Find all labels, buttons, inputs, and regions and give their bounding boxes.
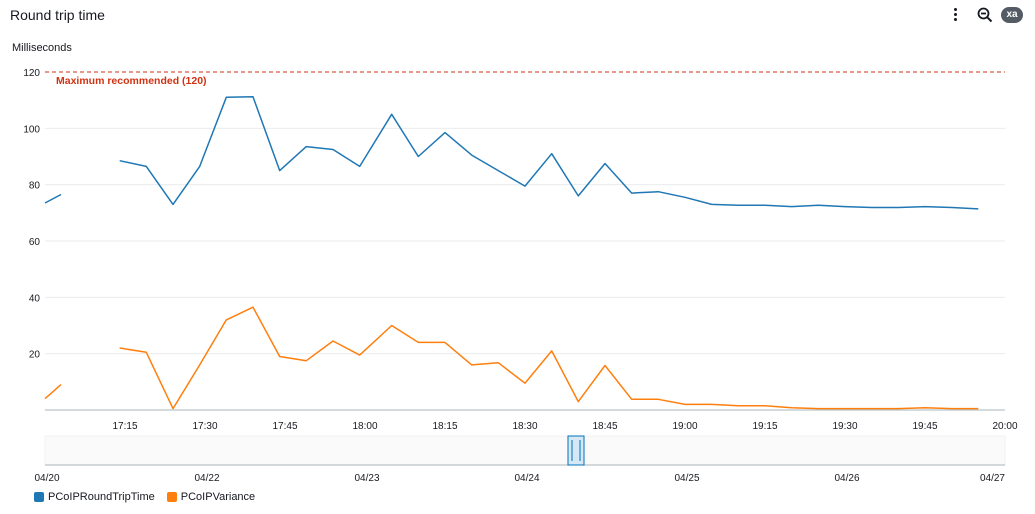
threshold-label: Maximum recommended (120) xyxy=(56,75,207,87)
series-1-segment-0 xyxy=(44,384,62,400)
line-chart: 20 40 60 80 100 120 Maximum recommended (120)… xyxy=(23,68,1018,484)
x-tick-1815: 18:15 xyxy=(432,421,457,432)
x-tick-2000: 20:00 xyxy=(992,421,1017,432)
x-tick-1845: 18:45 xyxy=(592,421,617,432)
zoom-out-icon[interactable] xyxy=(977,7,993,23)
navigator-tick-04-20: 04/20 xyxy=(34,473,59,484)
legend-item-variance[interactable]: PCoIPVariance xyxy=(166,491,256,503)
legend: PCoIPRoundTripTime PCoIPVariance xyxy=(34,491,255,503)
x-tick-1930: 19:30 xyxy=(832,421,857,432)
more-options-icon[interactable] xyxy=(948,6,962,24)
x-tick-1800: 18:00 xyxy=(352,421,377,432)
y-tick-100: 100 xyxy=(23,124,40,135)
y-tick-120: 120 xyxy=(23,68,40,79)
y-tick-20: 20 xyxy=(29,350,41,361)
legend-label-variance: PCoIPVariance xyxy=(180,491,256,503)
y-axis-label: Milliseconds xyxy=(12,42,72,54)
x-tick-1945: 19:45 xyxy=(912,421,937,432)
widget-title: Round trip time xyxy=(10,7,105,23)
legend-label-round-trip: PCoIPRoundTripTime xyxy=(48,491,155,503)
y-tick-40: 40 xyxy=(29,293,41,304)
series-lines xyxy=(44,96,979,410)
series-0-segment-1 xyxy=(119,96,979,210)
x-tick-1830: 18:30 xyxy=(512,421,537,432)
legend-swatch-variance xyxy=(166,492,177,502)
series-1-segment-1 xyxy=(119,306,979,410)
navigator-track xyxy=(44,435,1006,466)
zoom-badge[interactable]: xa xyxy=(1001,7,1023,23)
legend-item-round-trip[interactable]: PCoIPRoundTripTime xyxy=(34,491,155,503)
y-tick-60: 60 xyxy=(29,237,41,248)
navigator-tick-04-25: 04/25 xyxy=(674,473,699,484)
navigator-tick-04-22: 04/22 xyxy=(194,473,219,484)
legend-swatch-round-trip xyxy=(34,492,44,502)
x-tick-1915: 19:15 xyxy=(752,421,777,432)
navigator-selection-handle xyxy=(567,435,585,466)
threshold-line: Maximum recommended (120) xyxy=(45,71,1005,87)
series-0-segment-0 xyxy=(44,193,62,204)
x-tick-1730: 17:30 xyxy=(192,421,217,432)
y-tick-labels: 20 40 60 80 100 120 xyxy=(23,68,40,361)
grid-lines xyxy=(45,127,1005,411)
navigator-tick-04-24: 04/24 xyxy=(514,473,539,484)
x-tick-1745: 17:45 xyxy=(272,421,297,432)
x-tick-labels: 17:15 17:30 17:45 18:00 18:15 18:30 18:45 19:00… xyxy=(112,421,1017,432)
navigator-tick-04-26: 04/26 xyxy=(834,473,859,484)
y-tick-80: 80 xyxy=(29,181,41,192)
x-tick-1900: 19:00 xyxy=(672,421,697,432)
navigator-tick-04-23: 04/23 xyxy=(354,473,379,484)
time-navigator[interactable]: 04/20 04/22 04/23 04/24 04/25 04/26 04/27 xyxy=(34,435,1006,484)
x-tick-1715: 17:15 xyxy=(112,421,137,432)
navigator-tick-04-27: 04/27 xyxy=(980,473,1005,484)
